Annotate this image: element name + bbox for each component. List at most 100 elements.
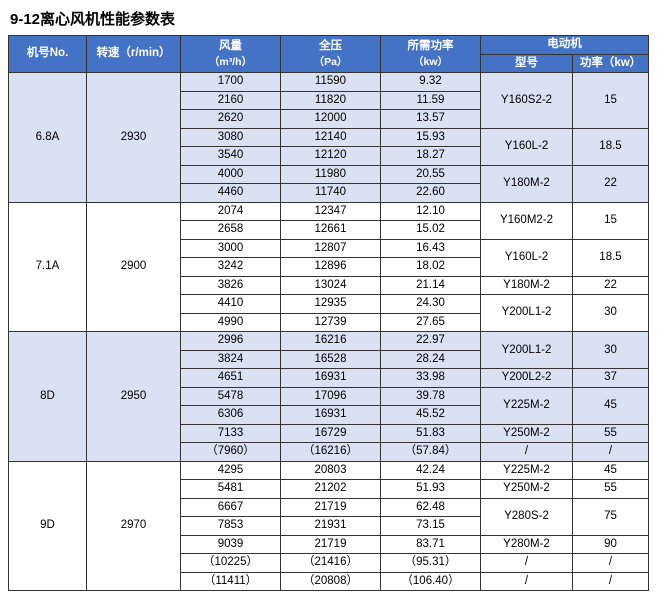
cell-pressure: 12896	[281, 258, 381, 277]
cell-power: （57.84）	[381, 443, 481, 462]
cell-pressure: （20808）	[281, 572, 381, 591]
cell-motor-power: 15	[573, 73, 649, 129]
cell-motor-model: Y160S2-2	[481, 73, 573, 129]
cell-motor-model: Y250M-2	[481, 424, 573, 443]
cell-power: 16.43	[381, 239, 481, 258]
cell-motor-model: Y200L2-2	[481, 369, 573, 388]
cell-power: 13.57	[381, 110, 481, 129]
cell-flow: 3080	[181, 128, 281, 147]
table-row: 9D297042952080342.24Y225M-245	[9, 461, 649, 480]
cell-flow: 3824	[181, 350, 281, 369]
cell-pressure: 11590	[281, 73, 381, 92]
cell-power: 73.15	[381, 517, 481, 536]
col-pressure: 全压（Pa）	[281, 36, 381, 73]
cell-power: 18.27	[381, 147, 481, 166]
cell-pressure: 12347	[281, 202, 381, 221]
cell-motor-power: 55	[573, 424, 649, 443]
cell-flow: （11411）	[181, 572, 281, 591]
table-row: 7.1A290020741234712.10Y160M2-215	[9, 202, 649, 221]
cell-flow: 4295	[181, 461, 281, 480]
cell-pressure: 12120	[281, 147, 381, 166]
cell-pressure: （21416）	[281, 554, 381, 573]
cell-pressure: 16528	[281, 350, 381, 369]
cell-motor-model: Y160L-2	[481, 128, 573, 165]
cell-flow: 4651	[181, 369, 281, 388]
cell-model: 7.1A	[9, 202, 87, 332]
cell-flow: 7853	[181, 517, 281, 536]
cell-flow: 4990	[181, 313, 281, 332]
cell-model: 9D	[9, 461, 87, 591]
cell-motor-power: 37	[573, 369, 649, 388]
cell-model: 6.8A	[9, 73, 87, 203]
cell-flow: 6306	[181, 406, 281, 425]
cell-motor-power: 22	[573, 165, 649, 202]
cell-flow: 5478	[181, 387, 281, 406]
cell-pressure: 12807	[281, 239, 381, 258]
cell-pressure: 17096	[281, 387, 381, 406]
cell-speed: 2900	[87, 202, 181, 332]
cell-motor-power: 18.5	[573, 239, 649, 276]
cell-flow: 4460	[181, 184, 281, 203]
cell-motor-power: 15	[573, 202, 649, 239]
cell-motor-power: /	[573, 572, 649, 591]
cell-pressure: 12935	[281, 295, 381, 314]
cell-model: 8D	[9, 332, 87, 462]
cell-power: 45.52	[381, 406, 481, 425]
col-motor-model: 型号	[481, 54, 573, 73]
cell-power: 27.65	[381, 313, 481, 332]
table-header: 机号No. 转速（r/min） 风量（m³/h） 全压（Pa） 所需功率（kw）…	[9, 36, 649, 73]
cell-motor-model: Y160L-2	[481, 239, 573, 276]
cell-power: 22.97	[381, 332, 481, 351]
cell-pressure: 13024	[281, 276, 381, 295]
cell-motor-power: 22	[573, 276, 649, 295]
cell-power: 42.24	[381, 461, 481, 480]
cell-power: 83.71	[381, 535, 481, 554]
cell-flow: 3826	[181, 276, 281, 295]
cell-pressure: 20803	[281, 461, 381, 480]
cell-flow: 7133	[181, 424, 281, 443]
cell-motor-model: Y225M-2	[481, 461, 573, 480]
cell-speed: 2950	[87, 332, 181, 462]
cell-power: （106.40）	[381, 572, 481, 591]
cell-flow: （10225）	[181, 554, 281, 573]
cell-motor-power: 90	[573, 535, 649, 554]
cell-motor-model: Y200L1-2	[481, 295, 573, 332]
table-body: 6.8A29301700115909.32Y160S2-215216011820…	[9, 73, 649, 591]
cell-flow: 3000	[181, 239, 281, 258]
cell-pressure: 12661	[281, 221, 381, 240]
cell-power: 18.02	[381, 258, 481, 277]
col-model: 机号No.	[9, 36, 87, 73]
cell-motor-power: 30	[573, 332, 649, 369]
cell-motor-model: Y280S-2	[481, 498, 573, 535]
cell-pressure: （16216）	[281, 443, 381, 462]
cell-pressure: 11980	[281, 165, 381, 184]
table-row: 8D295029961621622.97Y200L1-230	[9, 332, 649, 351]
cell-flow: 2658	[181, 221, 281, 240]
cell-pressure: 11740	[281, 184, 381, 203]
cell-power: 22.60	[381, 184, 481, 203]
cell-motor-model: /	[481, 572, 573, 591]
col-speed: 转速（r/min）	[87, 36, 181, 73]
cell-motor-model: /	[481, 443, 573, 462]
cell-flow: 4410	[181, 295, 281, 314]
cell-power: 24.30	[381, 295, 481, 314]
cell-flow: 3540	[181, 147, 281, 166]
cell-flow: 2074	[181, 202, 281, 221]
cell-pressure: 16729	[281, 424, 381, 443]
cell-motor-model: Y160M2-2	[481, 202, 573, 239]
cell-motor-power: 30	[573, 295, 649, 332]
cell-power: 20.55	[381, 165, 481, 184]
cell-motor-power: 45	[573, 387, 649, 424]
cell-power: 9.32	[381, 73, 481, 92]
cell-flow: 4000	[181, 165, 281, 184]
table-row: 6.8A29301700115909.32Y160S2-215	[9, 73, 649, 92]
cell-flow: 5481	[181, 480, 281, 499]
cell-power: 39.78	[381, 387, 481, 406]
col-motor-power: 功率（kw）	[573, 54, 649, 73]
cell-motor-model: Y250M-2	[481, 480, 573, 499]
cell-motor-model: Y280M-2	[481, 535, 573, 554]
cell-flow: 2620	[181, 110, 281, 129]
cell-pressure: 21719	[281, 535, 381, 554]
col-flow: 风量（m³/h）	[181, 36, 281, 73]
cell-motor-model: Y200L1-2	[481, 332, 573, 369]
